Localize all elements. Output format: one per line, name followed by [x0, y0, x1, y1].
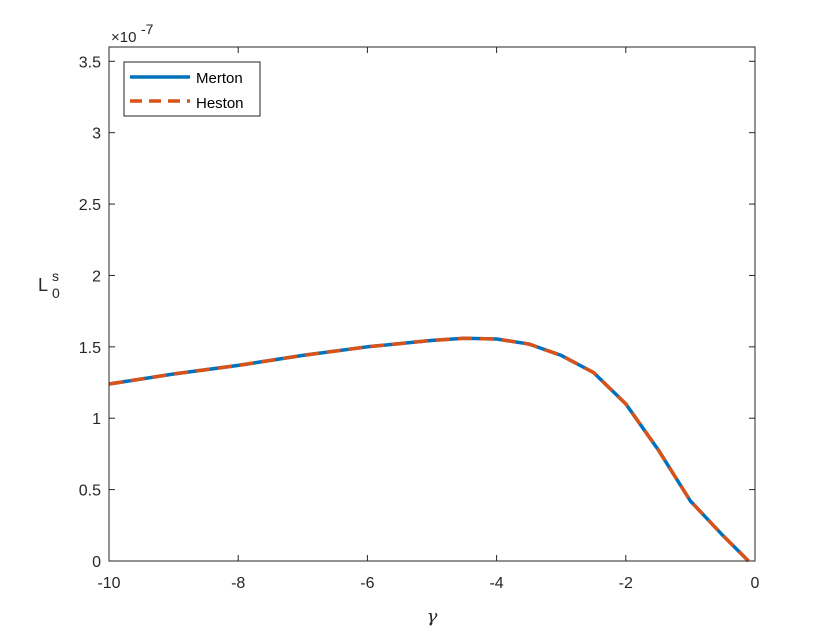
legend-box [123, 61, 261, 117]
y-tick-label: 1 [92, 411, 101, 428]
x-tick-label: -2 [619, 575, 633, 592]
y-axis-label-subscript: 0 [52, 285, 60, 301]
axes-box [108, 46, 756, 562]
y-tick-label: 1.5 [79, 340, 101, 357]
x-tick-label: -10 [97, 575, 120, 592]
y-tick-label: 3 [92, 126, 101, 143]
y-exponent-prefix: ×10 [111, 29, 136, 46]
y-axis: 0 0.5 1 1.5 2 2.5 3 3.5 [79, 54, 755, 571]
legend-entry-heston: Heston [196, 95, 244, 112]
y-exponent-power: -7 [141, 21, 154, 37]
legend: Merton Heston [123, 61, 261, 117]
y-axis-label-main: L [38, 275, 48, 295]
y-tick-label: 2 [92, 268, 101, 285]
y-exponent-label: ×10 -7 [111, 21, 154, 46]
x-tick-label: -8 [231, 575, 245, 592]
y-tick-label: 3.5 [79, 54, 101, 71]
x-axis-label: γ [427, 606, 438, 627]
plot-area [109, 47, 755, 561]
series-layer [108, 336, 750, 563]
y-axis-label-superscript: s [52, 268, 59, 284]
x-axis: -10 -8 -6 -4 -2 0 [97, 47, 760, 592]
x-tick-label: 0 [751, 575, 760, 592]
y-tick-label: 0 [92, 554, 101, 571]
y-tick-label: 2.5 [79, 197, 101, 214]
y-axis-label: L s 0 [38, 268, 60, 301]
series-line-heston [108, 336, 750, 563]
x-tick-label: -6 [360, 575, 374, 592]
legend-entry-merton: Merton [196, 70, 243, 87]
y-tick-label: 0.5 [79, 483, 101, 500]
x-tick-label: -4 [489, 575, 503, 592]
